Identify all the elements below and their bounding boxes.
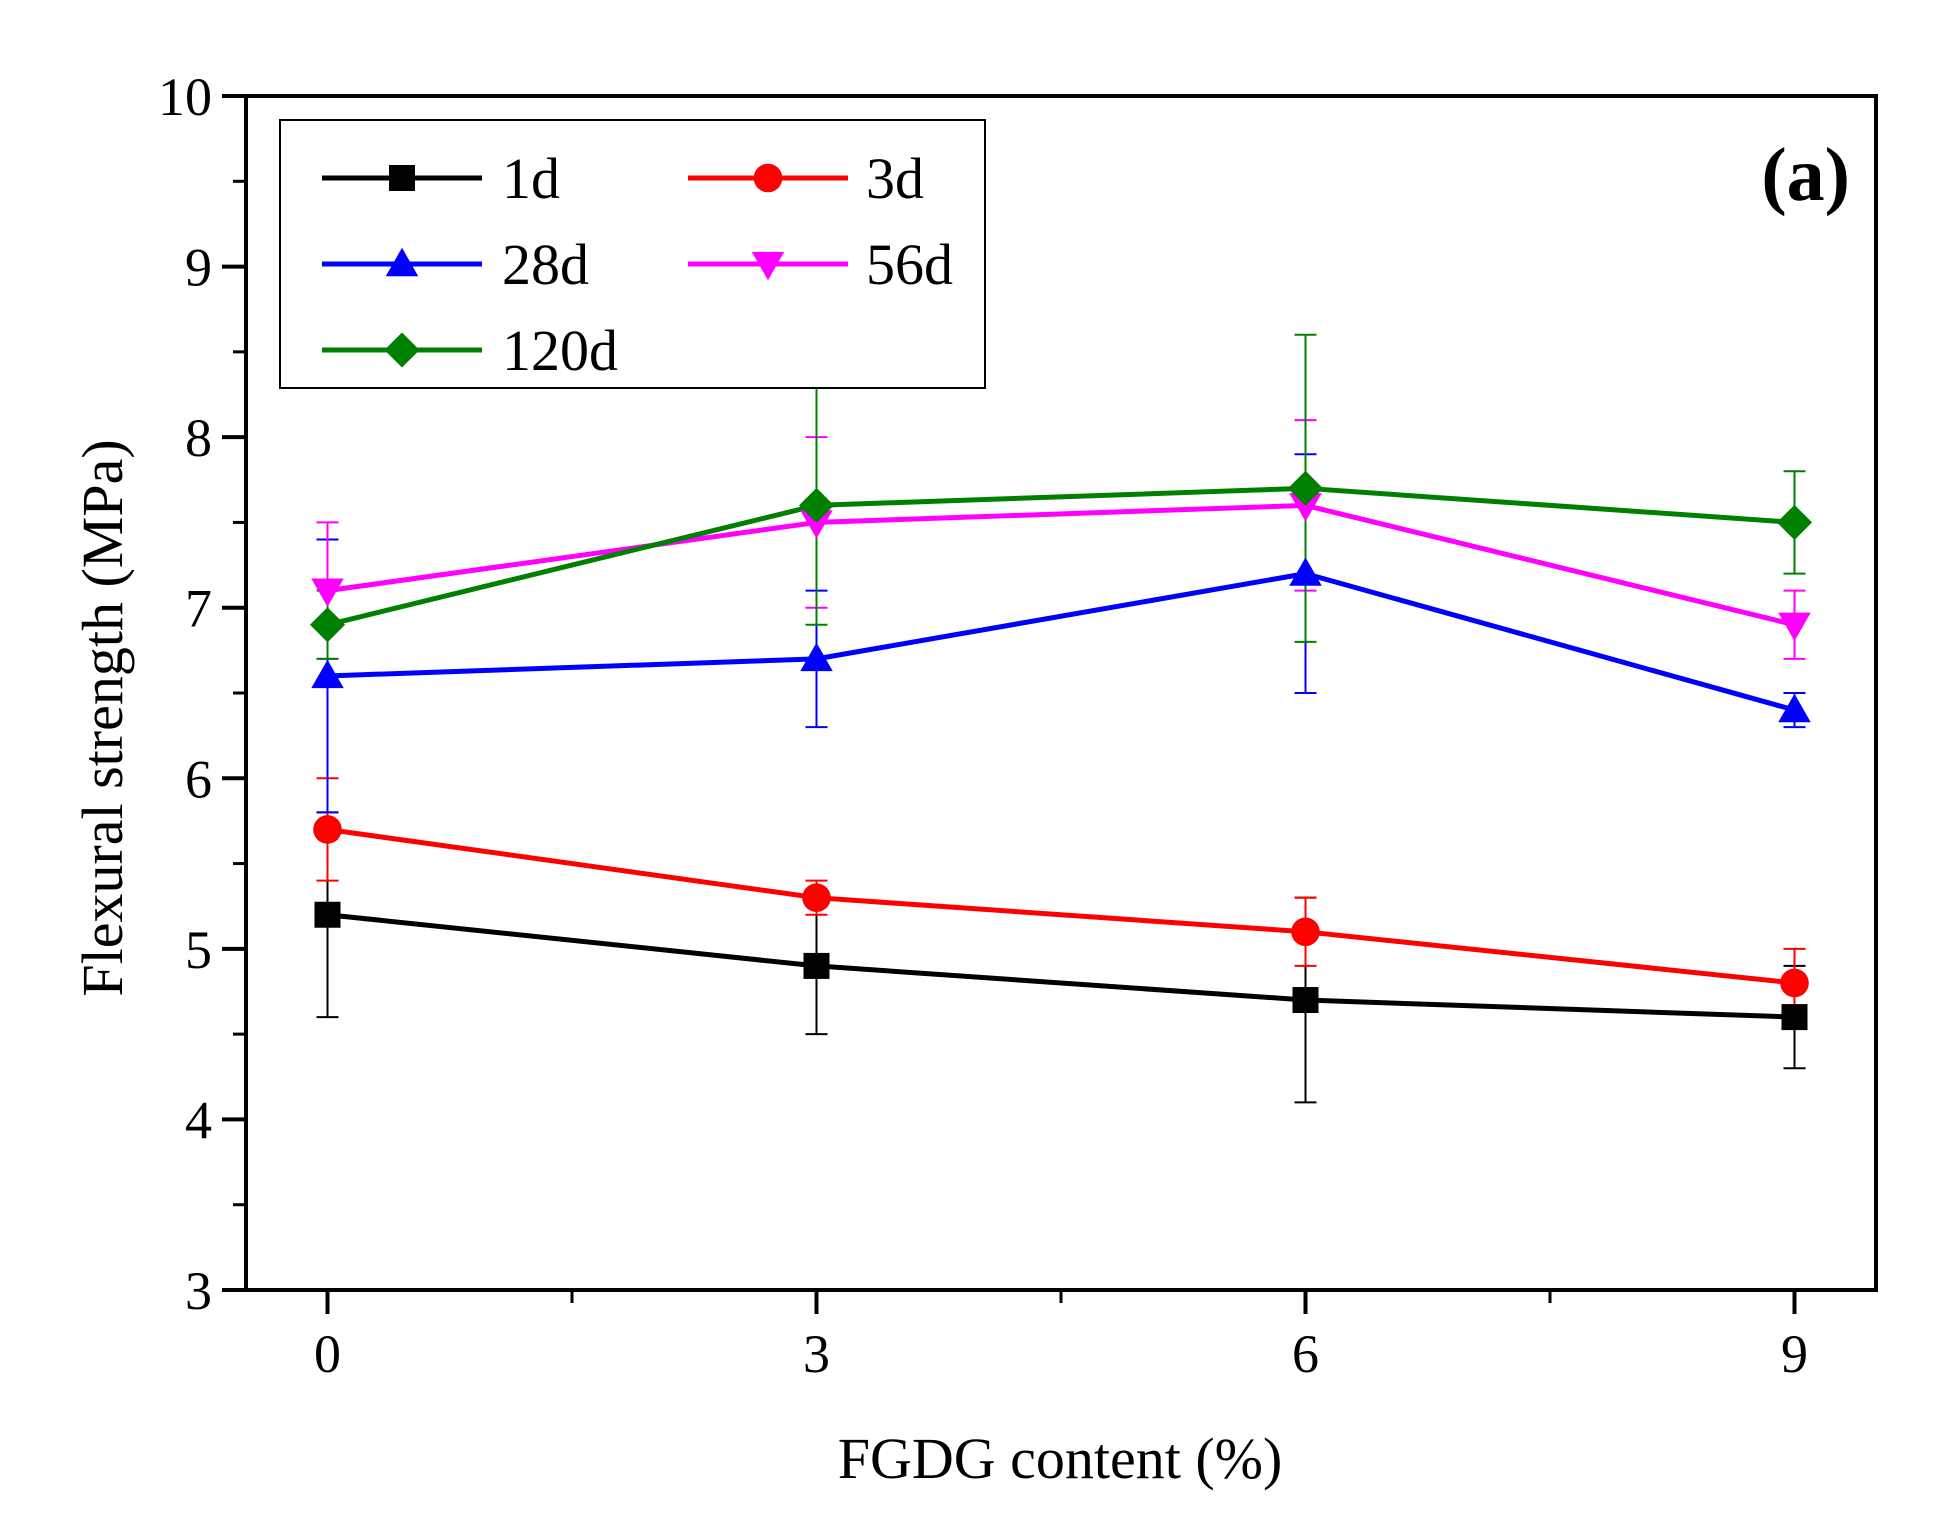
legend-marker-1d	[389, 165, 415, 191]
data-point-120d	[1287, 470, 1324, 506]
data-point-1d	[803, 952, 830, 979]
series-markers	[309, 470, 1813, 1031]
legend-marker-3d	[753, 163, 783, 193]
y-tick-label: 9	[185, 238, 212, 298]
x-tick-label: 6	[1292, 1324, 1319, 1384]
legend-marker-28d	[385, 247, 419, 277]
y-tick-label: 5	[185, 920, 212, 980]
panel-label: (a)	[1761, 133, 1850, 217]
axes: 3 4 5 6 7 8 9 10 0 3 6 9	[158, 67, 1878, 1384]
legend-label-1d: 1d	[502, 146, 560, 211]
x-tick-label: 0	[314, 1324, 341, 1384]
series-lines	[326, 485, 1796, 1020]
legend-marker-56d	[751, 251, 785, 281]
x-tick-label: 9	[1781, 1324, 1808, 1384]
data-point-3d	[313, 815, 342, 844]
legend: 1d 3d 28d 56d 120d	[279, 119, 986, 389]
x-axis-title: FGDG content (%)	[838, 1426, 1283, 1491]
data-point-28d	[1778, 693, 1811, 723]
data-point-56d	[800, 510, 833, 539]
legend-marker-120d	[384, 332, 420, 368]
y-tick-label: 10	[158, 67, 212, 127]
y-tick-label: 4	[185, 1090, 212, 1150]
data-point-56d	[1778, 612, 1811, 642]
y-axis-title: Flexural strength (MPa)	[70, 439, 135, 996]
y-tick-label: 3	[185, 1261, 212, 1321]
data-point-120d	[798, 487, 835, 523]
legend-label-28d: 28d	[502, 232, 589, 297]
data-point-120d	[309, 607, 346, 643]
x-tick-label: 3	[803, 1324, 830, 1384]
data-point-1d	[1781, 1004, 1808, 1031]
series-line-3d	[327, 826, 1795, 986]
series-line-1d	[327, 912, 1795, 1020]
data-point-28d	[800, 642, 833, 672]
data-point-56d	[1289, 493, 1322, 522]
y-tick-label: 6	[185, 749, 212, 809]
series-line-28d	[327, 571, 1796, 713]
y-tick-label: 7	[185, 579, 212, 639]
series-line-56d	[327, 502, 1796, 628]
data-point-56d	[311, 578, 344, 607]
y-tick-label: 8	[185, 408, 212, 468]
data-point-120d	[1776, 504, 1813, 540]
series-line-120d	[326, 485, 1795, 628]
data-point-28d	[311, 659, 344, 689]
legend-label-3d: 3d	[866, 146, 924, 211]
legend-label-120d: 120d	[502, 318, 618, 383]
legend-label-56d: 56d	[866, 232, 953, 297]
data-point-3d	[802, 883, 831, 912]
data-point-3d	[1291, 917, 1320, 947]
data-point-1d	[314, 901, 341, 928]
data-point-3d	[1780, 968, 1809, 998]
data-point-28d	[1289, 557, 1322, 586]
data-point-1d	[1292, 987, 1319, 1014]
